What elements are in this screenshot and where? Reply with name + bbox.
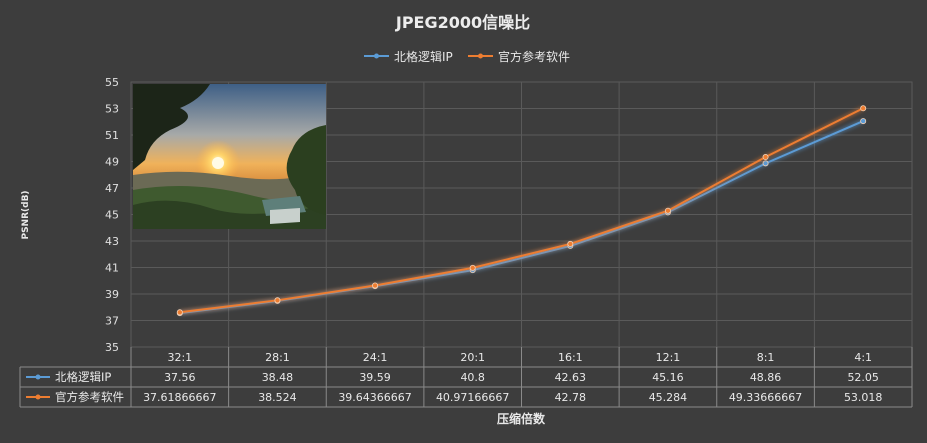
y-tick-label-2: 39 [105, 288, 119, 301]
series-0-point-6 [762, 160, 769, 167]
series-1-point-3 [469, 264, 476, 271]
data-table: 32:1 28:1 24:1 20:1 16:1 12:1 8:1 4:1 北格逻辑IP 37.5… [19, 347, 913, 408]
series-1-point-5 [664, 207, 671, 214]
x-tick-label-0: 32:1 [167, 351, 192, 364]
chart-title: JPEG2000信噪比 [395, 13, 530, 32]
y-tick-label-0: 35 [105, 341, 119, 354]
y-axis-label: PSNR(dB) [21, 190, 31, 239]
series-1-point-1 [274, 297, 281, 304]
y-tick-label-4: 43 [105, 235, 119, 248]
legend: 北格逻辑IP 官方参考软件 [364, 49, 570, 64]
sunset-photo [133, 84, 326, 229]
table-cell-1-4: 42.78 [555, 391, 587, 404]
series-1-point-2 [372, 282, 379, 289]
table-cell-0-7: 52.05 [847, 371, 879, 384]
table-cell-1-2: 39.64366667 [338, 391, 411, 404]
y-tick-label-1: 37 [105, 315, 119, 328]
series-layer [176, 105, 867, 317]
legend-label-0: 北格逻辑IP [394, 49, 453, 64]
legend-item-1: 官方参考软件 [468, 49, 570, 64]
table-cell-1-3: 40.97166667 [436, 391, 509, 404]
y-tick-label-10: 55 [105, 76, 119, 89]
legend-label-1: 官方参考软件 [498, 49, 570, 64]
series-1-point-7 [860, 105, 867, 112]
y-tick-label-9: 53 [105, 103, 119, 116]
x-tick-label-6: 8:1 [757, 351, 775, 364]
series-1-point-6 [762, 154, 769, 161]
y-tick-label-6: 47 [105, 182, 119, 195]
series-1-point-4 [567, 240, 574, 247]
table-cell-0-4: 42.63 [555, 371, 587, 384]
table-cell-1-0: 37.61866667 [143, 391, 216, 404]
y-tick-label-5: 45 [105, 209, 119, 222]
y-tick-label-8: 51 [105, 129, 119, 142]
table-cell-0-2: 39.59 [359, 371, 391, 384]
table-cell-0-6: 48.86 [750, 371, 782, 384]
series-line-1 [179, 107, 864, 314]
x-tick-label-2: 24:1 [363, 351, 388, 364]
legend-item-0: 北格逻辑IP [364, 49, 453, 64]
table-series-name-1: 官方参考软件 [55, 390, 124, 404]
table-cell-1-5: 45.284 [649, 391, 688, 404]
table-cell-0-0: 37.56 [164, 371, 196, 384]
table-legend-marker-1 [35, 394, 41, 400]
x-tick-label-3: 20:1 [460, 351, 485, 364]
table-cell-0-1: 38.48 [262, 371, 294, 384]
x-tick-label-7: 4:1 [854, 351, 872, 364]
table-cell-0-5: 45.16 [652, 371, 684, 384]
x-tick-label-5: 12:1 [656, 351, 681, 364]
table-legend-marker-0 [35, 374, 41, 380]
table-series-name-0: 北格逻辑IP [55, 370, 111, 384]
y-axis: 35 37 39 41 43 45 47 49 51 53 55 [105, 76, 119, 354]
x-axis-label: 压缩倍数 [497, 411, 546, 426]
y-tick-label-3: 41 [105, 262, 119, 275]
table-cell-1-7: 53.018 [844, 391, 883, 404]
x-tick-label-4: 16:1 [558, 351, 583, 364]
y-tick-label-7: 49 [105, 156, 119, 169]
table-cell-1-6: 49.33666667 [729, 391, 802, 404]
x-tick-label-1: 28:1 [265, 351, 290, 364]
series-0-point-7 [860, 118, 867, 125]
table-cell-0-3: 40.8 [460, 371, 485, 384]
table-cell-1-1: 38.524 [258, 391, 297, 404]
series-1-point-0 [176, 309, 183, 316]
